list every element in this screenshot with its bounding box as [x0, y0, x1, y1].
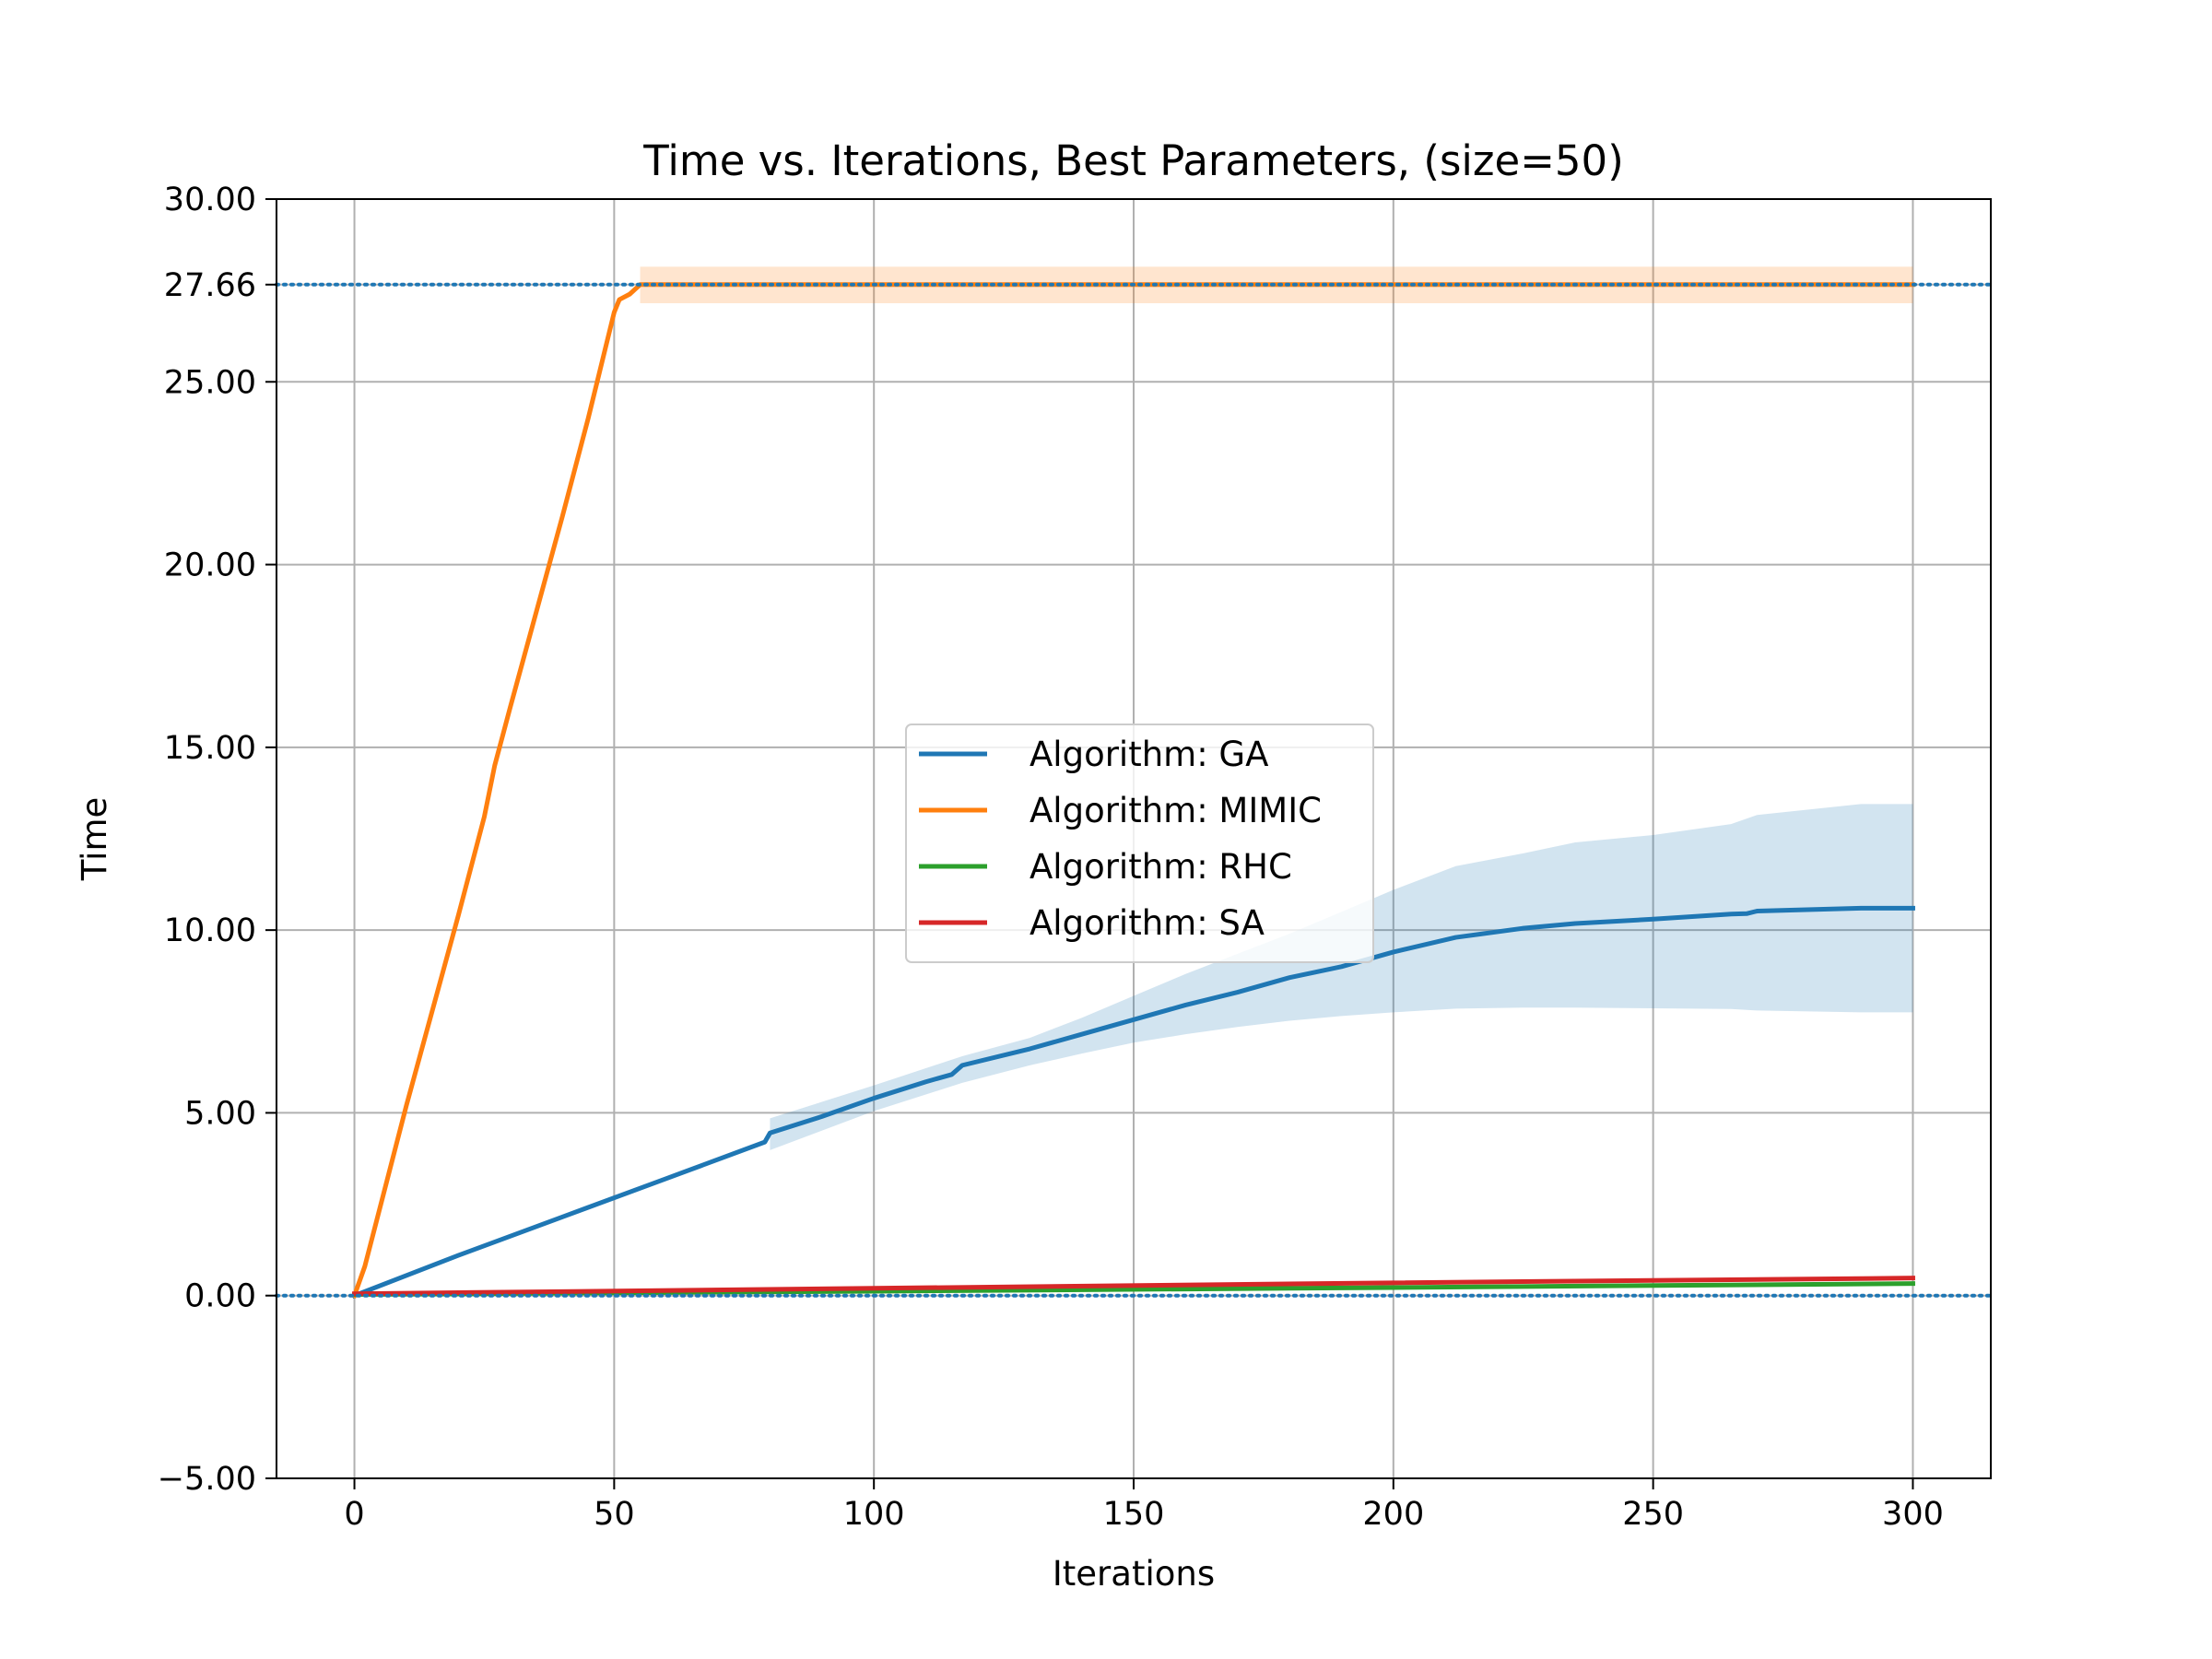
y-tick-label: 5.00 — [184, 1095, 256, 1132]
x-tick-label: 250 — [1622, 1496, 1684, 1533]
legend-label: Algorithm: SA — [1030, 903, 1265, 943]
x-tick-label: 200 — [1362, 1496, 1424, 1533]
reference-lines — [275, 282, 1993, 1298]
y-tick-label: 10.00 — [164, 912, 256, 949]
y-axis-label: Time — [75, 797, 114, 882]
y-tick-label: −5.00 — [158, 1461, 256, 1498]
axis-ticks: 0 50 100 150 200 250 300 −5.00 0.00 5.00 10.00 15.0… — [158, 182, 1944, 1533]
legend: Algorithm: GA Algorithm: MIMIC Algorithm: … — [905, 724, 1374, 963]
chart-title: Time vs. Iterations, Best Parameters, (s… — [642, 136, 1624, 185]
legend-label: Algorithm: RHC — [1030, 847, 1292, 887]
series-line — [352, 1276, 1915, 1297]
series-line — [351, 282, 1915, 1299]
x-tick-label: 150 — [1103, 1496, 1165, 1533]
y-tick-label: 0.00 — [184, 1278, 256, 1315]
legend-box — [905, 724, 1374, 963]
series-line — [351, 905, 1915, 1299]
y-tick-label: 15.00 — [164, 730, 256, 767]
y-tick-label: 30.00 — [164, 182, 256, 218]
series-lines — [351, 282, 1915, 1299]
legend-label: Algorithm: MIMIC — [1030, 791, 1322, 830]
x-tick-label: 0 — [344, 1496, 364, 1533]
confidence-band — [770, 804, 1913, 1150]
legend-label: Algorithm: GA — [1030, 735, 1268, 774]
x-tick-label: 300 — [1882, 1496, 1944, 1533]
x-tick-label: 100 — [843, 1496, 905, 1533]
y-tick-label: 20.00 — [164, 547, 256, 584]
x-tick-label: 50 — [594, 1496, 635, 1533]
y-tick-label: 25.00 — [164, 364, 256, 401]
x-axis-label: Iterations — [1053, 1554, 1215, 1594]
y-tick-label: 27.66 — [164, 267, 256, 304]
